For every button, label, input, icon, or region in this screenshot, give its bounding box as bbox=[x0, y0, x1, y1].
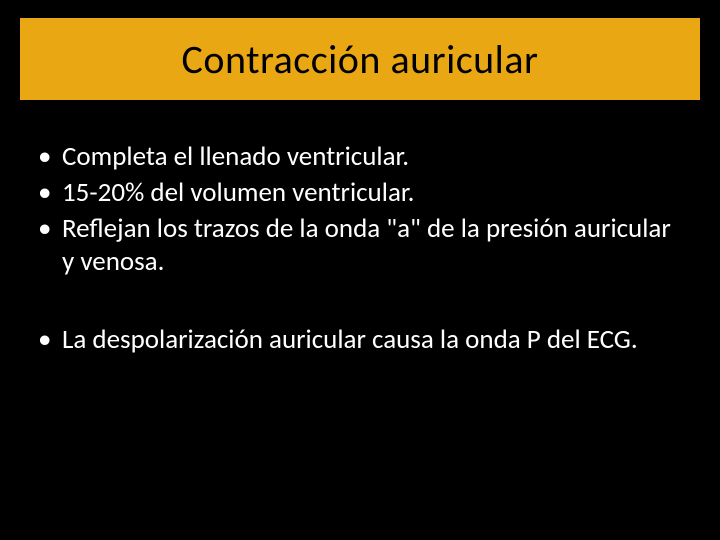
slide-content: • Completa el llenado ventricular. • 15-… bbox=[36, 140, 684, 359]
bullet-item: • Completa el llenado ventricular. bbox=[36, 140, 684, 174]
bullet-group: • La despolarización auricular causa la … bbox=[36, 323, 684, 357]
title-bar: Contracción auricular bbox=[20, 18, 700, 100]
bullet-text: La despolarización auricular causa la on… bbox=[62, 323, 684, 357]
bullet-marker-icon: • bbox=[36, 140, 62, 174]
slide-title: Contracción auricular bbox=[182, 35, 539, 84]
bullet-marker-icon: • bbox=[36, 323, 62, 357]
bullet-marker-icon: • bbox=[36, 176, 62, 210]
bullet-text: Reflejan los trazos de la onda "a" de la… bbox=[62, 212, 684, 280]
bullet-text: Completa el llenado ventricular. bbox=[62, 140, 684, 174]
bullet-item: • La despolarización auricular causa la … bbox=[36, 323, 684, 357]
bullet-item: • Reflejan los trazos de la onda "a" de … bbox=[36, 212, 684, 280]
bullet-item: • 15-20% del volumen ventricular. bbox=[36, 176, 684, 210]
bullet-group: • Completa el llenado ventricular. • 15-… bbox=[36, 140, 684, 279]
bullet-text: 15-20% del volumen ventricular. bbox=[62, 176, 684, 210]
bullet-marker-icon: • bbox=[36, 212, 62, 246]
